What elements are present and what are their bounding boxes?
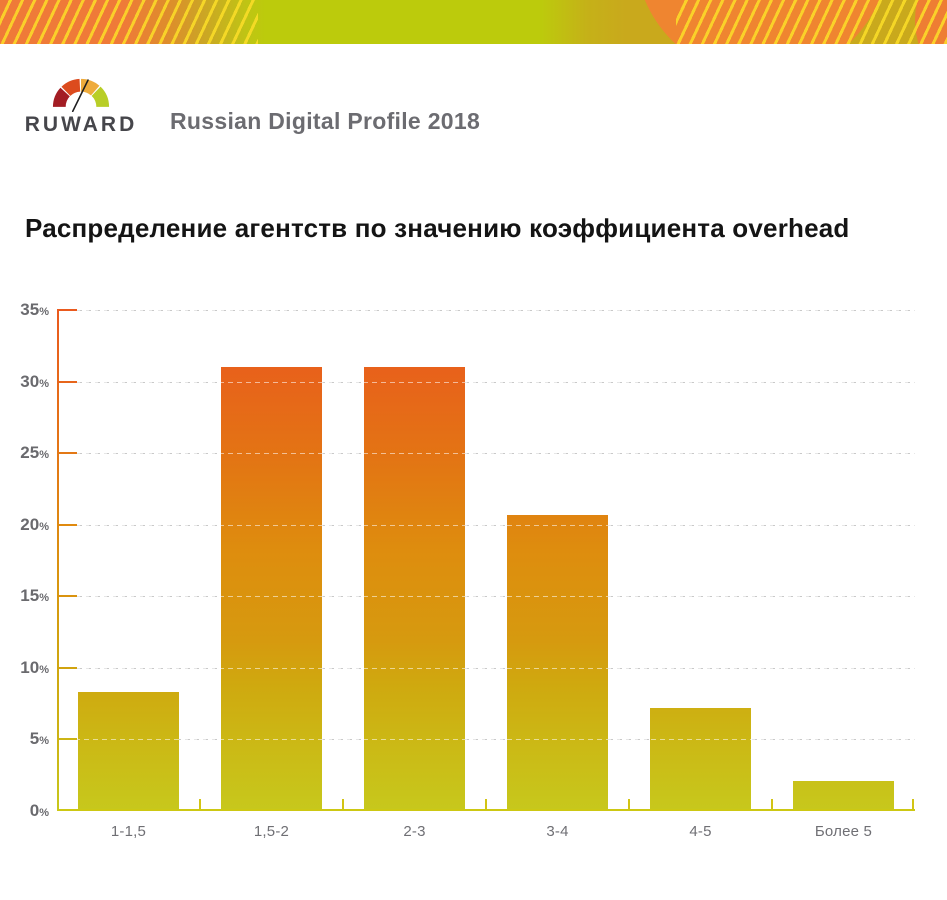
y-tick-label: 20% bbox=[5, 515, 49, 535]
percent-sign: % bbox=[39, 449, 49, 462]
percent-sign: % bbox=[39, 807, 49, 819]
x-tick-label: 3-4 bbox=[546, 823, 569, 840]
gridline-overlay bbox=[57, 381, 915, 383]
y-tick-label: 35% bbox=[5, 300, 49, 320]
gridline-overlay bbox=[57, 739, 915, 741]
percent-sign: % bbox=[39, 520, 49, 533]
gridline-overlay bbox=[57, 524, 915, 526]
bar-1-1,5 bbox=[77, 692, 180, 811]
y-tick-value: 25 bbox=[20, 443, 40, 463]
y-tick-value: 35 bbox=[20, 300, 40, 319]
x-boundary-tick bbox=[485, 799, 487, 811]
gauge-icon bbox=[52, 78, 110, 112]
x-tick-label: 1-1,5 bbox=[110, 823, 147, 840]
bar-slot bbox=[200, 310, 343, 811]
y-tick bbox=[57, 380, 77, 383]
x-tick-label: 1,5-2 bbox=[253, 823, 290, 840]
y-tick-value: 10 bbox=[20, 657, 40, 677]
bar-1,5-2 bbox=[220, 367, 323, 811]
bar-3-4 bbox=[506, 514, 609, 811]
x-boundary-tick bbox=[912, 799, 914, 811]
bar-slot bbox=[629, 310, 772, 811]
y-tick bbox=[57, 452, 77, 455]
x-boundary-tick bbox=[771, 799, 773, 811]
brand-name: RUWARD bbox=[24, 113, 138, 136]
y-tick-label: 25% bbox=[5, 443, 49, 463]
x-tick-label: Более 5 bbox=[814, 823, 873, 840]
y-tick-label: 15% bbox=[5, 586, 49, 606]
y-tick-label: 10% bbox=[5, 658, 49, 678]
y-tick bbox=[57, 666, 77, 669]
x-boundary-tick bbox=[199, 799, 201, 811]
y-tick-label: 30% bbox=[5, 372, 49, 392]
percent-sign: % bbox=[39, 377, 49, 390]
x-tick-label: 2-3 bbox=[403, 823, 426, 840]
bar-slot bbox=[772, 310, 915, 811]
y-tick bbox=[57, 595, 77, 598]
x-axis-labels: 1-1,5 1,5-2 2-3 3-4 4-5 Более 5 bbox=[57, 823, 915, 840]
bar-2-3 bbox=[363, 367, 466, 811]
x-tick-label: 4-5 bbox=[689, 823, 712, 840]
report-title: Russian Digital Profile 2018 bbox=[170, 108, 481, 134]
percent-sign: % bbox=[39, 663, 49, 676]
percent-sign: % bbox=[39, 592, 49, 605]
y-tick-value: 15 bbox=[20, 586, 40, 606]
bar-slot bbox=[486, 310, 629, 811]
bar-chart: 0% 5% 10% 15% 20% 25% 30% 35% 1-1,5 1,5-2 2-3 3-4 4… bbox=[20, 300, 915, 840]
chart-title: Распределение агентств по значению коэфф… bbox=[25, 213, 850, 243]
y-tick-label: 0% bbox=[5, 801, 49, 821]
bar-Более 5 bbox=[792, 780, 895, 811]
percent-sign: % bbox=[39, 735, 49, 748]
y-tick bbox=[57, 523, 77, 526]
gridline-overlay bbox=[57, 596, 915, 598]
percent-sign: % bbox=[39, 306, 49, 318]
banner-stripes-left bbox=[0, 0, 258, 44]
banner-stripes-right bbox=[676, 0, 947, 44]
gridline-overlay bbox=[57, 453, 915, 455]
y-axis-line bbox=[57, 310, 59, 811]
header: RUWARD Russian Digital Profile 2018 bbox=[0, 44, 947, 136]
plot-area: 0% 5% 10% 15% 20% 25% 30% 35% bbox=[20, 300, 915, 820]
y-tick-value: 0 bbox=[29, 801, 40, 820]
x-boundary-tick bbox=[628, 799, 630, 811]
top-banner bbox=[0, 0, 947, 44]
y-tick-value: 30 bbox=[20, 371, 40, 391]
x-axis-line bbox=[57, 809, 915, 811]
y-tick-label: 5% bbox=[5, 729, 49, 749]
bar-slot bbox=[343, 310, 486, 811]
y-tick bbox=[57, 309, 77, 311]
x-boundary-tick bbox=[342, 799, 344, 811]
bar-slot bbox=[57, 310, 200, 811]
y-tick bbox=[57, 738, 77, 741]
gridline-overlay bbox=[57, 310, 915, 311]
bars-layer bbox=[57, 310, 915, 811]
y-tick-value: 5 bbox=[29, 729, 40, 749]
ruward-logo: RUWARD bbox=[22, 75, 140, 136]
bar-4-5 bbox=[649, 707, 752, 811]
gridline-overlay bbox=[57, 667, 915, 669]
y-tick-value: 20 bbox=[20, 514, 40, 534]
